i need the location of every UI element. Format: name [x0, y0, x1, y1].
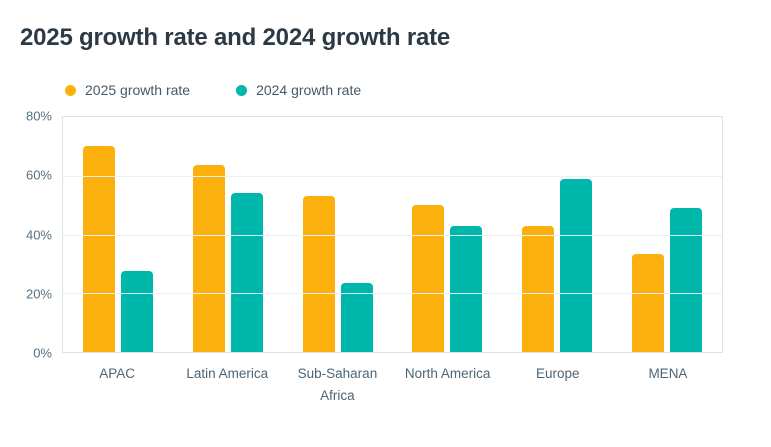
y-axis-tick-label: 80% [25, 108, 52, 124]
bar-group-apac [63, 117, 173, 352]
x-axis-category-label-apac: APAC [99, 366, 135, 381]
bar-group-latin-america [173, 117, 283, 352]
legend-item-2024-growth-rate[interactable]: 2024 growth rate [236, 82, 361, 98]
chart-title: 2025 growth rate and 2024 growth rate [20, 24, 451, 51]
bar-2024-growth-rate-europe [560, 178, 593, 352]
legend: 2025 growth rate 2024 growth rate [65, 82, 751, 98]
y-axis-tick-label: 0% [33, 345, 52, 361]
bar-2025-growth-rate-latin-america [192, 165, 225, 352]
bar-groups [63, 117, 722, 352]
legend-item-2025-growth-rate[interactable]: 2025 growth rate [65, 82, 190, 98]
gridline [63, 234, 722, 236]
x-axis-category-label-mena: MENA [648, 366, 688, 381]
bar-2024-growth-rate-latin-america [230, 193, 263, 352]
bar-2025-growth-rate-europe [522, 225, 555, 352]
bar-group-north-america [392, 117, 502, 352]
y-axis-tick-label: 20% [25, 286, 52, 302]
y-axis: 0% 20% 40% 60% 80% [20, 109, 62, 361]
plot-area [62, 116, 723, 353]
x-axis-category-label-latin-america: Latin America [186, 366, 269, 381]
legend-label: 2025 growth rate [85, 82, 191, 98]
gridline [63, 293, 722, 295]
bar-group-europe [502, 117, 612, 352]
x-axis-category-label-north-america: North America [404, 366, 491, 381]
bar-2025-growth-rate-mena [632, 253, 665, 352]
legend-dot-icon [236, 84, 248, 96]
bar-2025-growth-rate-sub-saharan-africa [302, 196, 335, 352]
bar-2025-growth-rate-north-america [412, 205, 445, 352]
x-axis: APAC Latin America Sub-Saharan Africa North… [62, 363, 723, 406]
x-axis-category-label-sub-saharan-africa: Sub-Saharan Africa [297, 366, 378, 403]
y-axis-tick-label: 60% [25, 167, 52, 183]
x-axis-category-label-europe: Europe [536, 366, 580, 381]
chart-body: 0% 20% 40% 60% 80% APAC Latin America Sub-Saha… [20, 109, 751, 406]
gridline [63, 175, 722, 177]
bar-2024-growth-rate-sub-saharan-africa [340, 282, 373, 352]
y-axis-tick-label: 40% [25, 227, 52, 242]
plot-wrap: APAC Latin America Sub-Saharan Africa North… [62, 116, 723, 406]
bar-group-mena [612, 117, 722, 352]
bar-2024-growth-rate-north-america [450, 225, 483, 352]
legend-label: 2024 growth rate [256, 82, 362, 98]
bar-group-sub-saharan-africa [283, 117, 393, 352]
bar-2025-growth-rate-apac [82, 146, 115, 352]
legend-dot-icon [65, 84, 76, 96]
bar-2024-growth-rate-apac [120, 271, 153, 352]
bar-2024-growth-rate-mena [670, 208, 703, 352]
